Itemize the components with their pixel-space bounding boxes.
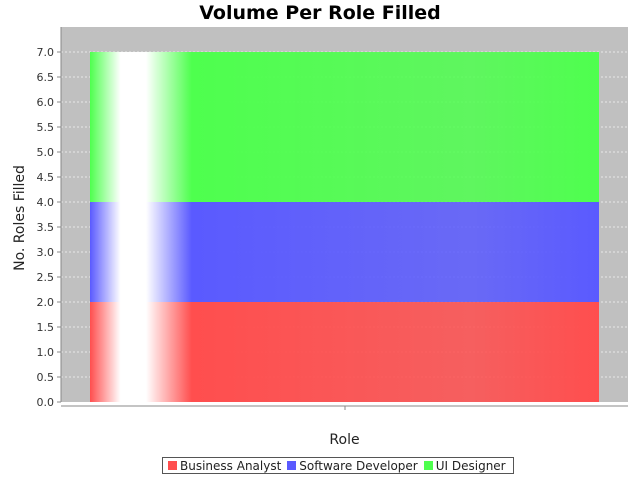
y-tick-label: 2.5	[37, 271, 55, 284]
y-axis-label: No. Roles Filled	[12, 165, 28, 271]
legend: Business Analyst Software Developer UI Des…	[162, 457, 514, 474]
legend-swatch	[423, 461, 433, 470]
bar-segment	[90, 202, 599, 302]
y-tick-label: 2.0	[37, 296, 55, 309]
legend-item: Business Analyst	[168, 459, 281, 473]
y-tick-label: 4.5	[37, 171, 55, 184]
y-tick-label: 5.5	[37, 121, 55, 134]
legend-label: Business Analyst	[180, 458, 282, 473]
legend-swatch	[168, 461, 177, 470]
y-tick-label: 0.0	[37, 396, 55, 409]
y-tick-label: 3.5	[37, 221, 55, 234]
legend-item: UI Designer	[423, 458, 506, 473]
y-tick-label: 5.0	[37, 146, 55, 159]
legend-swatch	[287, 461, 297, 470]
y-tick-label: 1.0	[37, 346, 55, 359]
legend-label: UI Designer	[435, 458, 506, 473]
y-tick-label: 6.0	[37, 96, 55, 109]
legend-label: Software Developer	[299, 458, 418, 473]
x-axis-label: Role	[329, 432, 360, 448]
y-tick-label: 4.0	[37, 196, 55, 209]
y-tick-label: 3.0	[37, 246, 55, 259]
y-tick-label: 7.0	[37, 46, 55, 59]
bar-segment	[90, 52, 599, 202]
bar-segment	[90, 302, 599, 402]
chart-title: Volume Per Role Filled	[199, 2, 441, 24]
y-tick-label: 0.5	[37, 371, 55, 384]
legend-item: Software Developer	[287, 458, 418, 473]
y-tick-label: 6.5	[37, 71, 55, 84]
y-tick-label: 1.5	[37, 321, 55, 334]
